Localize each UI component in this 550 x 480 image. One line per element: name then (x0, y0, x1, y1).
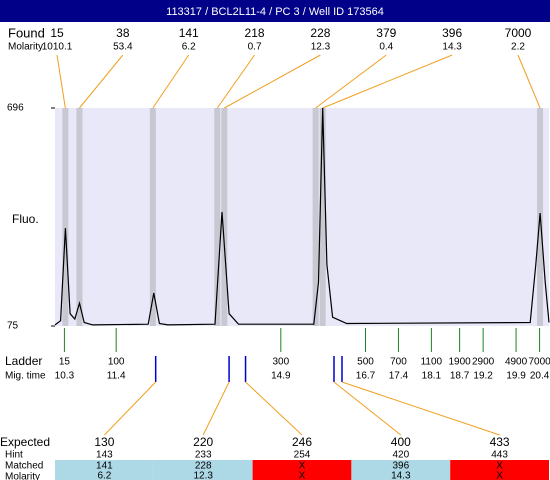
matched-size: 396 (392, 461, 409, 472)
peak-connector (224, 54, 321, 109)
ladder-size: 100 (108, 357, 125, 368)
y-axis-label: Fluo. (12, 212, 39, 226)
match-cell (55, 460, 154, 480)
hint-size: 254 (294, 450, 311, 461)
expected-row-label: Hint (5, 450, 23, 461)
peak-connector (322, 54, 453, 109)
ladder-label: Ladder (5, 354, 42, 368)
found-molarity: 53.4 (113, 42, 133, 53)
found-molarity: 12.3 (311, 42, 331, 53)
found-molarity: 0.4 (379, 42, 393, 53)
ladder-size: 500 (357, 357, 374, 368)
expected-size: 130 (94, 435, 114, 449)
expected-row-label: Expected (0, 435, 50, 449)
y-tick-label: 75 (7, 321, 19, 332)
found-molarity: 2.2 (511, 42, 525, 53)
ladder-size: 1900 (448, 357, 471, 368)
matched-size: X (299, 461, 306, 472)
peak-band (62, 108, 69, 326)
found-molarity: 1010.1 (42, 42, 73, 53)
found-size: 38 (116, 26, 130, 40)
matched-size: 141 (96, 461, 113, 472)
ladder-time: 16.7 (356, 371, 376, 382)
expected-connector (104, 381, 157, 436)
plot-area (55, 108, 549, 326)
ladder-size: 700 (390, 357, 407, 368)
match-cell (153, 460, 253, 480)
expected-row-label: Molarity (5, 472, 40, 480)
ladder-size: 7000 (528, 357, 550, 368)
molarity-label: Molarity (8, 42, 43, 53)
matched-molarity: X (299, 471, 306, 480)
peak-band (319, 108, 326, 326)
peak-connector (216, 54, 255, 109)
peak-connector (315, 54, 387, 109)
found-size: 379 (376, 26, 396, 40)
peak-band (149, 108, 156, 326)
ladder-time: 10.3 (55, 371, 75, 382)
peak-connector (79, 54, 124, 109)
matched-molarity: 12.3 (193, 471, 213, 480)
header-title: 113317 / BCL2L11-4 / PC 3 / Well ID 1735… (166, 6, 384, 18)
matched-size: X (496, 461, 503, 472)
peak-band (214, 108, 221, 326)
ladder-time: 11.4 (107, 371, 126, 382)
expected-size: 400 (391, 435, 411, 449)
peak-band (221, 108, 228, 326)
expected-size: 246 (292, 435, 312, 449)
found-size: 141 (179, 26, 199, 40)
match-cell (450, 460, 549, 480)
expected-size: 433 (490, 435, 510, 449)
expected-connector (245, 381, 303, 436)
ladder-time: 18.7 (450, 371, 470, 382)
found-size: 7000 (505, 26, 532, 40)
peak-connector (517, 54, 541, 109)
found-molarity: 6.2 (182, 42, 196, 53)
trace-line (54, 107, 550, 326)
ladder-time: 17.4 (389, 371, 409, 382)
matched-molarity: X (496, 471, 503, 480)
expected-row-label: Matched (5, 461, 43, 472)
found-size: 15 (50, 26, 64, 40)
ladder-time: 18.1 (422, 371, 442, 382)
matched-molarity: 6.2 (97, 471, 111, 480)
hint-size: 443 (491, 450, 508, 461)
found-size: 218 (245, 26, 265, 40)
found-size: 396 (442, 26, 462, 40)
header-bar (0, 0, 550, 22)
expected-connector (333, 381, 402, 436)
matched-molarity: 14.3 (391, 471, 411, 480)
ladder-size: 15 (59, 357, 71, 368)
found-molarity: 0.7 (248, 42, 262, 53)
ladder-size: 300 (272, 357, 289, 368)
y-tick-label: 696 (7, 103, 24, 114)
expected-connector (202, 381, 230, 436)
ladder-time: 14.9 (271, 371, 291, 382)
found-size: 228 (310, 26, 330, 40)
peak-band (312, 108, 319, 326)
expected-size: 220 (193, 435, 213, 449)
hint-size: 143 (96, 450, 113, 461)
peak-band (76, 108, 83, 326)
ladder-time: 20.4 (530, 371, 550, 382)
ladder-size: 1100 (421, 357, 443, 368)
peak-connector (152, 54, 190, 109)
peak-connector (56, 54, 66, 109)
found-label: Found (8, 25, 45, 40)
hint-size: 420 (392, 450, 409, 461)
ladder-size: 4900 (505, 357, 528, 368)
ladder-time: 19.2 (473, 371, 493, 382)
match-cell (351, 460, 451, 480)
found-molarity: 14.3 (442, 42, 462, 53)
matched-size: 228 (195, 461, 212, 472)
ladder-size: 2900 (472, 357, 495, 368)
match-cell (252, 460, 352, 480)
ladder-time: 19.9 (506, 371, 526, 382)
mig-time-label: Mig. time (5, 371, 46, 382)
hint-size: 233 (195, 450, 212, 461)
expected-connector (341, 381, 500, 436)
